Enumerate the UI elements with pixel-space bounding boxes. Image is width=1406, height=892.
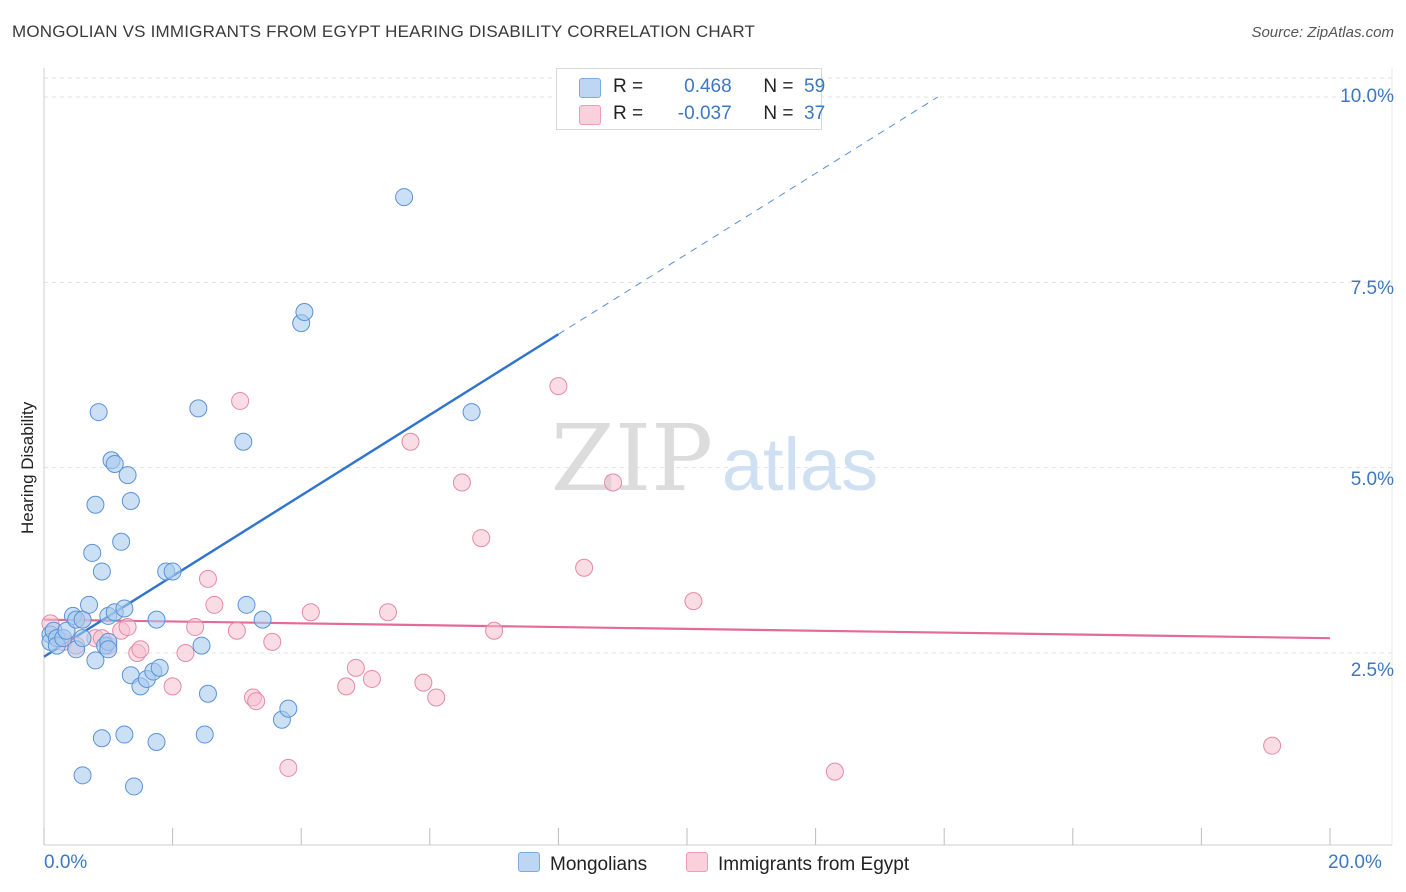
data-point-egypt <box>604 473 623 492</box>
source-label: Source: ZipAtlas.com <box>1251 24 1394 41</box>
data-point-mongolians <box>192 636 211 655</box>
watermark-atlas: atlas <box>722 423 878 506</box>
r-label: R = <box>613 103 644 124</box>
data-point-egypt <box>414 673 433 692</box>
y-axis-label: Hearing Disability <box>18 401 37 534</box>
data-point-mongolians <box>150 658 169 677</box>
data-point-egypt <box>186 618 205 637</box>
data-point-egypt <box>176 644 195 662</box>
data-point-egypt <box>825 762 844 781</box>
legend-label-mongolians: Mongolians <box>550 854 648 875</box>
n-value: 37 <box>804 103 826 124</box>
n-label: N = <box>763 76 794 97</box>
trend-lines <box>43 96 1331 658</box>
data-point-egypt <box>279 758 298 777</box>
data-point-egypt <box>427 688 446 707</box>
data-point-mongolians <box>163 562 182 581</box>
data-point-egypt <box>684 592 703 611</box>
data-point-mongolians <box>99 640 118 659</box>
trend-line-extension <box>558 96 939 335</box>
data-point-egypt <box>231 391 250 410</box>
data-point-egypt <box>301 603 320 622</box>
data-point-egypt <box>118 618 137 637</box>
data-point-egypt <box>337 677 356 696</box>
data-point-mongolians <box>73 610 92 629</box>
data-point-mongolians <box>83 543 102 562</box>
data-point-mongolians <box>253 610 272 629</box>
x-tick-label: 20.0% <box>1328 852 1382 873</box>
legend-swatch-pink <box>686 852 708 872</box>
data-point-mongolians <box>115 725 134 744</box>
data-point-egypt <box>401 432 420 451</box>
points <box>41 188 1282 796</box>
data-point-egypt <box>452 473 471 492</box>
legend-label-egypt: Immigrants from Egypt <box>718 854 910 875</box>
r-value: 0.468 <box>684 76 732 97</box>
data-point-mongolians <box>121 492 140 511</box>
data-point-mongolians <box>73 766 92 785</box>
data-point-egypt <box>346 658 365 677</box>
data-point-mongolians <box>195 725 214 744</box>
data-point-egypt <box>1263 736 1282 755</box>
data-point-mongolians <box>89 403 108 422</box>
data-point-mongolians <box>125 777 144 796</box>
legend-item-egypt[interactable]: Immigrants from Egypt <box>686 852 909 876</box>
data-point-egypt <box>575 558 594 577</box>
gridlines <box>44 77 1392 654</box>
data-point-mongolians <box>395 188 414 207</box>
data-point-egypt <box>247 692 266 711</box>
data-point-mongolians <box>462 403 481 422</box>
data-point-mongolians <box>237 595 256 614</box>
y-tick-label: 10.0% <box>1340 86 1394 107</box>
x-tick-label: 0.0% <box>44 852 88 873</box>
data-point-egypt <box>131 640 150 659</box>
y-tick-label: 5.0% <box>1350 469 1394 490</box>
data-point-egypt <box>227 621 246 640</box>
y-tick-label: 7.5% <box>1350 278 1394 299</box>
watermark-zip: ZIP <box>551 405 713 512</box>
legend-swatch-pink <box>579 105 601 125</box>
data-point-egypt <box>263 632 282 651</box>
data-point-mongolians <box>279 699 298 718</box>
y-tick-label: 2.5% <box>1350 660 1394 681</box>
data-point-egypt <box>198 569 217 588</box>
data-point-egypt <box>549 377 568 396</box>
data-point-egypt <box>362 669 381 688</box>
data-point-mongolians <box>86 651 105 670</box>
legend-swatch-blue <box>518 852 540 872</box>
data-point-mongolians <box>147 610 166 629</box>
data-point-mongolians <box>198 684 217 703</box>
data-point-mongolians <box>92 562 111 581</box>
data-point-mongolians <box>147 732 166 751</box>
data-point-mongolians <box>118 466 137 485</box>
n-value: 59 <box>804 76 826 97</box>
data-point-mongolians <box>86 495 105 514</box>
stats-legend: R = 0.468 N = 59 R = -0.037 N = 37 <box>556 68 826 130</box>
legend-swatch-blue <box>579 78 601 98</box>
data-point-mongolians <box>80 595 99 614</box>
data-point-mongolians <box>105 454 124 473</box>
data-point-egypt <box>163 677 182 696</box>
chart-title: MONGOLIAN VS IMMIGRANTS FROM EGYPT HEARI… <box>12 22 756 41</box>
data-point-egypt <box>379 603 398 622</box>
data-point-mongolians <box>73 629 92 648</box>
data-point-egypt <box>485 621 504 640</box>
data-point-mongolians <box>189 399 208 418</box>
data-point-egypt <box>205 595 224 614</box>
legend-item-mongolians[interactable]: Mongolians <box>518 852 647 876</box>
r-label: R = <box>613 76 644 97</box>
watermark: ZIP atlas <box>551 405 878 512</box>
data-point-mongolians <box>92 729 111 748</box>
series-legend: Mongolians Immigrants from Egypt <box>0 852 1406 878</box>
data-point-mongolians <box>115 599 134 618</box>
n-label: N = <box>763 103 794 124</box>
data-point-mongolians <box>295 302 314 321</box>
data-point-mongolians <box>112 532 131 551</box>
r-value: -0.037 <box>677 103 732 124</box>
axes <box>43 68 1393 846</box>
data-point-mongolians <box>234 432 253 451</box>
data-point-egypt <box>472 529 491 548</box>
